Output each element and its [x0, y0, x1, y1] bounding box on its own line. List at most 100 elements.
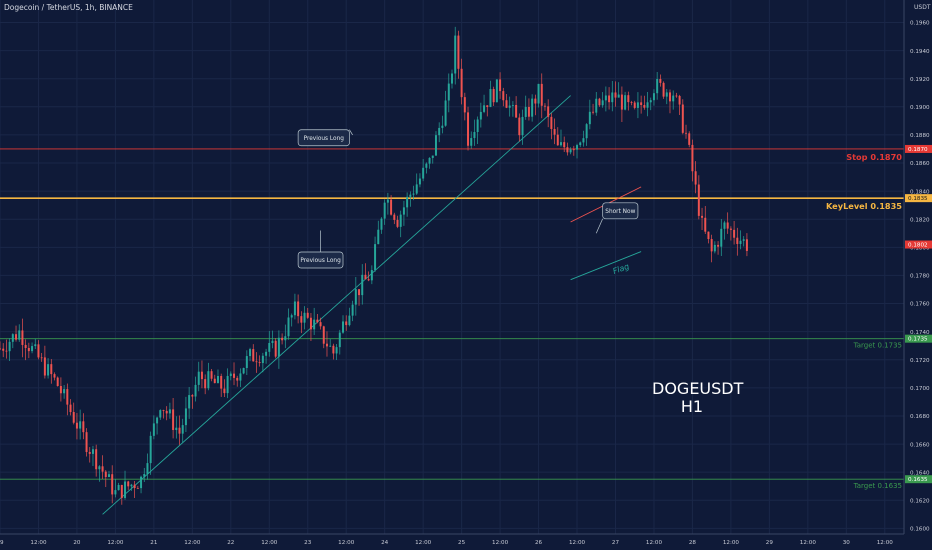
- candle-body: [306, 312, 309, 318]
- candle-body: [11, 334, 14, 342]
- candle-body: [261, 355, 264, 364]
- candle-body: [467, 112, 470, 146]
- candle-body: [460, 68, 463, 98]
- candle-body: [470, 138, 473, 146]
- trendline[interactable]: [570, 251, 642, 281]
- price-tag[interactable]: [905, 144, 932, 153]
- candle-body: [364, 274, 367, 280]
- candle-body: [380, 218, 383, 230]
- price-tag-text: 0.1802: [908, 243, 928, 249]
- candle-body: [220, 376, 223, 389]
- price-tag[interactable]: [905, 194, 932, 203]
- callout-box[interactable]: [297, 251, 344, 269]
- candle-body: [191, 395, 194, 397]
- candle-body: [351, 304, 354, 316]
- candle-body: [483, 105, 486, 112]
- y-tick-label: 0.1700: [910, 386, 930, 392]
- price-axis[interactable]: 0.1960 0.1940 0.1920 0.1900 0.1880 0.1860 0.18…: [903, 0, 932, 550]
- candle-body: [566, 147, 569, 153]
- candle-body: [223, 388, 226, 394]
- callout-box[interactable]: [602, 202, 639, 220]
- x-tick-label: 12:00: [30, 540, 47, 546]
- candle-body: [668, 92, 671, 102]
- price-tag-text: 0.1870: [908, 147, 928, 153]
- candle-body: [72, 412, 75, 423]
- candle-body: [146, 463, 149, 475]
- candle-body: [136, 488, 139, 489]
- x-tick-label: 27: [612, 540, 620, 546]
- horizontal-levels[interactable]: Stop 0.1870 KeyLevel 0.1835 Target 0.1735 T…: [0, 148, 904, 490]
- trendline[interactable]: [102, 95, 571, 515]
- candle-body: [34, 344, 37, 347]
- x-tick-label: 29: [766, 540, 774, 546]
- candle-body: [476, 119, 479, 133]
- candle-body: [447, 83, 450, 101]
- candle-body: [697, 184, 700, 216]
- candle-body: [495, 79, 498, 103]
- candle-body: [390, 199, 393, 215]
- candle-body: [21, 330, 24, 345]
- time-axis[interactable]: 19 12:00 20 12:00 21 12:00 22 12:00 23 12:00 24 12:…: [0, 533, 904, 546]
- y-tick-label: 0.1740: [910, 330, 930, 336]
- candle-body: [726, 222, 729, 229]
- x-tick-label: 23: [304, 540, 312, 546]
- candle-body: [233, 373, 236, 378]
- price-tag[interactable]: [905, 334, 932, 343]
- candle-body: [598, 98, 601, 106]
- candle-body: [200, 371, 203, 380]
- candle-body: [358, 289, 361, 296]
- candle-body: [59, 386, 62, 394]
- candle-body: [486, 105, 489, 107]
- candle-body: [204, 379, 207, 389]
- x-tick-label: 30: [843, 540, 851, 546]
- y-tick-label: 0.1880: [910, 133, 930, 139]
- candle-body: [293, 301, 296, 316]
- candle-body: [386, 199, 389, 203]
- candle-body: [441, 125, 444, 128]
- candle-body: [69, 404, 72, 413]
- candle-body: [303, 312, 306, 323]
- candle-body: [665, 92, 668, 97]
- candle-body: [688, 133, 691, 145]
- x-tick-label: 19: [0, 540, 4, 546]
- candles: [0, 26, 748, 505]
- y-tick-label: 0.1660: [910, 442, 930, 448]
- candle-body: [656, 78, 659, 94]
- price-tag[interactable]: [905, 240, 932, 249]
- candle-body: [521, 116, 524, 136]
- candle-body: [418, 178, 421, 185]
- candle-body: [627, 95, 630, 103]
- candle-body: [79, 421, 82, 429]
- x-tick-label: 12:00: [723, 540, 740, 546]
- chart-title: Dogecoin / TetherUS, 1h, BINANCE: [4, 3, 133, 12]
- candle-body: [91, 449, 94, 454]
- candle-body: [399, 214, 402, 227]
- candle-body: [691, 144, 694, 172]
- candle-body: [31, 346, 34, 352]
- candle-body: [694, 171, 697, 185]
- candle-body: [717, 244, 720, 247]
- candle-body: [107, 474, 110, 477]
- candle-body: [633, 102, 636, 108]
- callout-pointer: [349, 129, 353, 136]
- callout-box[interactable]: [297, 129, 350, 147]
- candle-body: [672, 95, 675, 102]
- candle-body: [550, 116, 553, 130]
- x-tick-label: 12:00: [261, 540, 278, 546]
- candle-body: [300, 316, 303, 323]
- candle-body: [18, 330, 21, 340]
- price-tag[interactable]: [905, 475, 932, 484]
- level-label: Target 0.1635: [853, 482, 902, 490]
- candle-body: [540, 83, 543, 106]
- candle-body: [239, 373, 242, 381]
- candle-body: [133, 484, 136, 489]
- candle-body: [662, 82, 665, 97]
- x-tick-label: 24: [381, 540, 389, 546]
- candle-body: [701, 215, 704, 218]
- x-tick-label: 12:00: [184, 540, 201, 546]
- candle-body: [213, 378, 216, 384]
- candle-body: [117, 484, 120, 491]
